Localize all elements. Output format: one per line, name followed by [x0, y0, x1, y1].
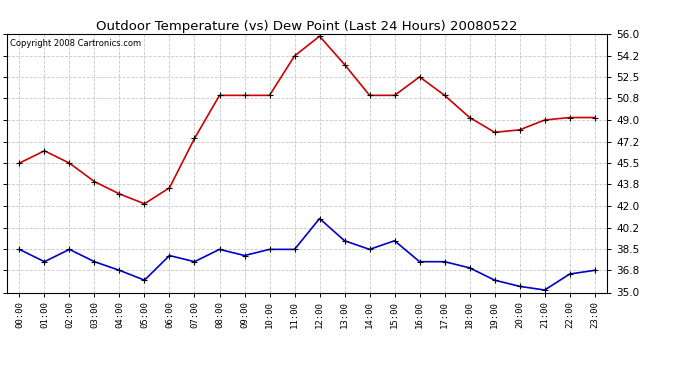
Title: Outdoor Temperature (vs) Dew Point (Last 24 Hours) 20080522: Outdoor Temperature (vs) Dew Point (Last… [97, 20, 518, 33]
Text: Copyright 2008 Cartronics.com: Copyright 2008 Cartronics.com [10, 39, 141, 48]
